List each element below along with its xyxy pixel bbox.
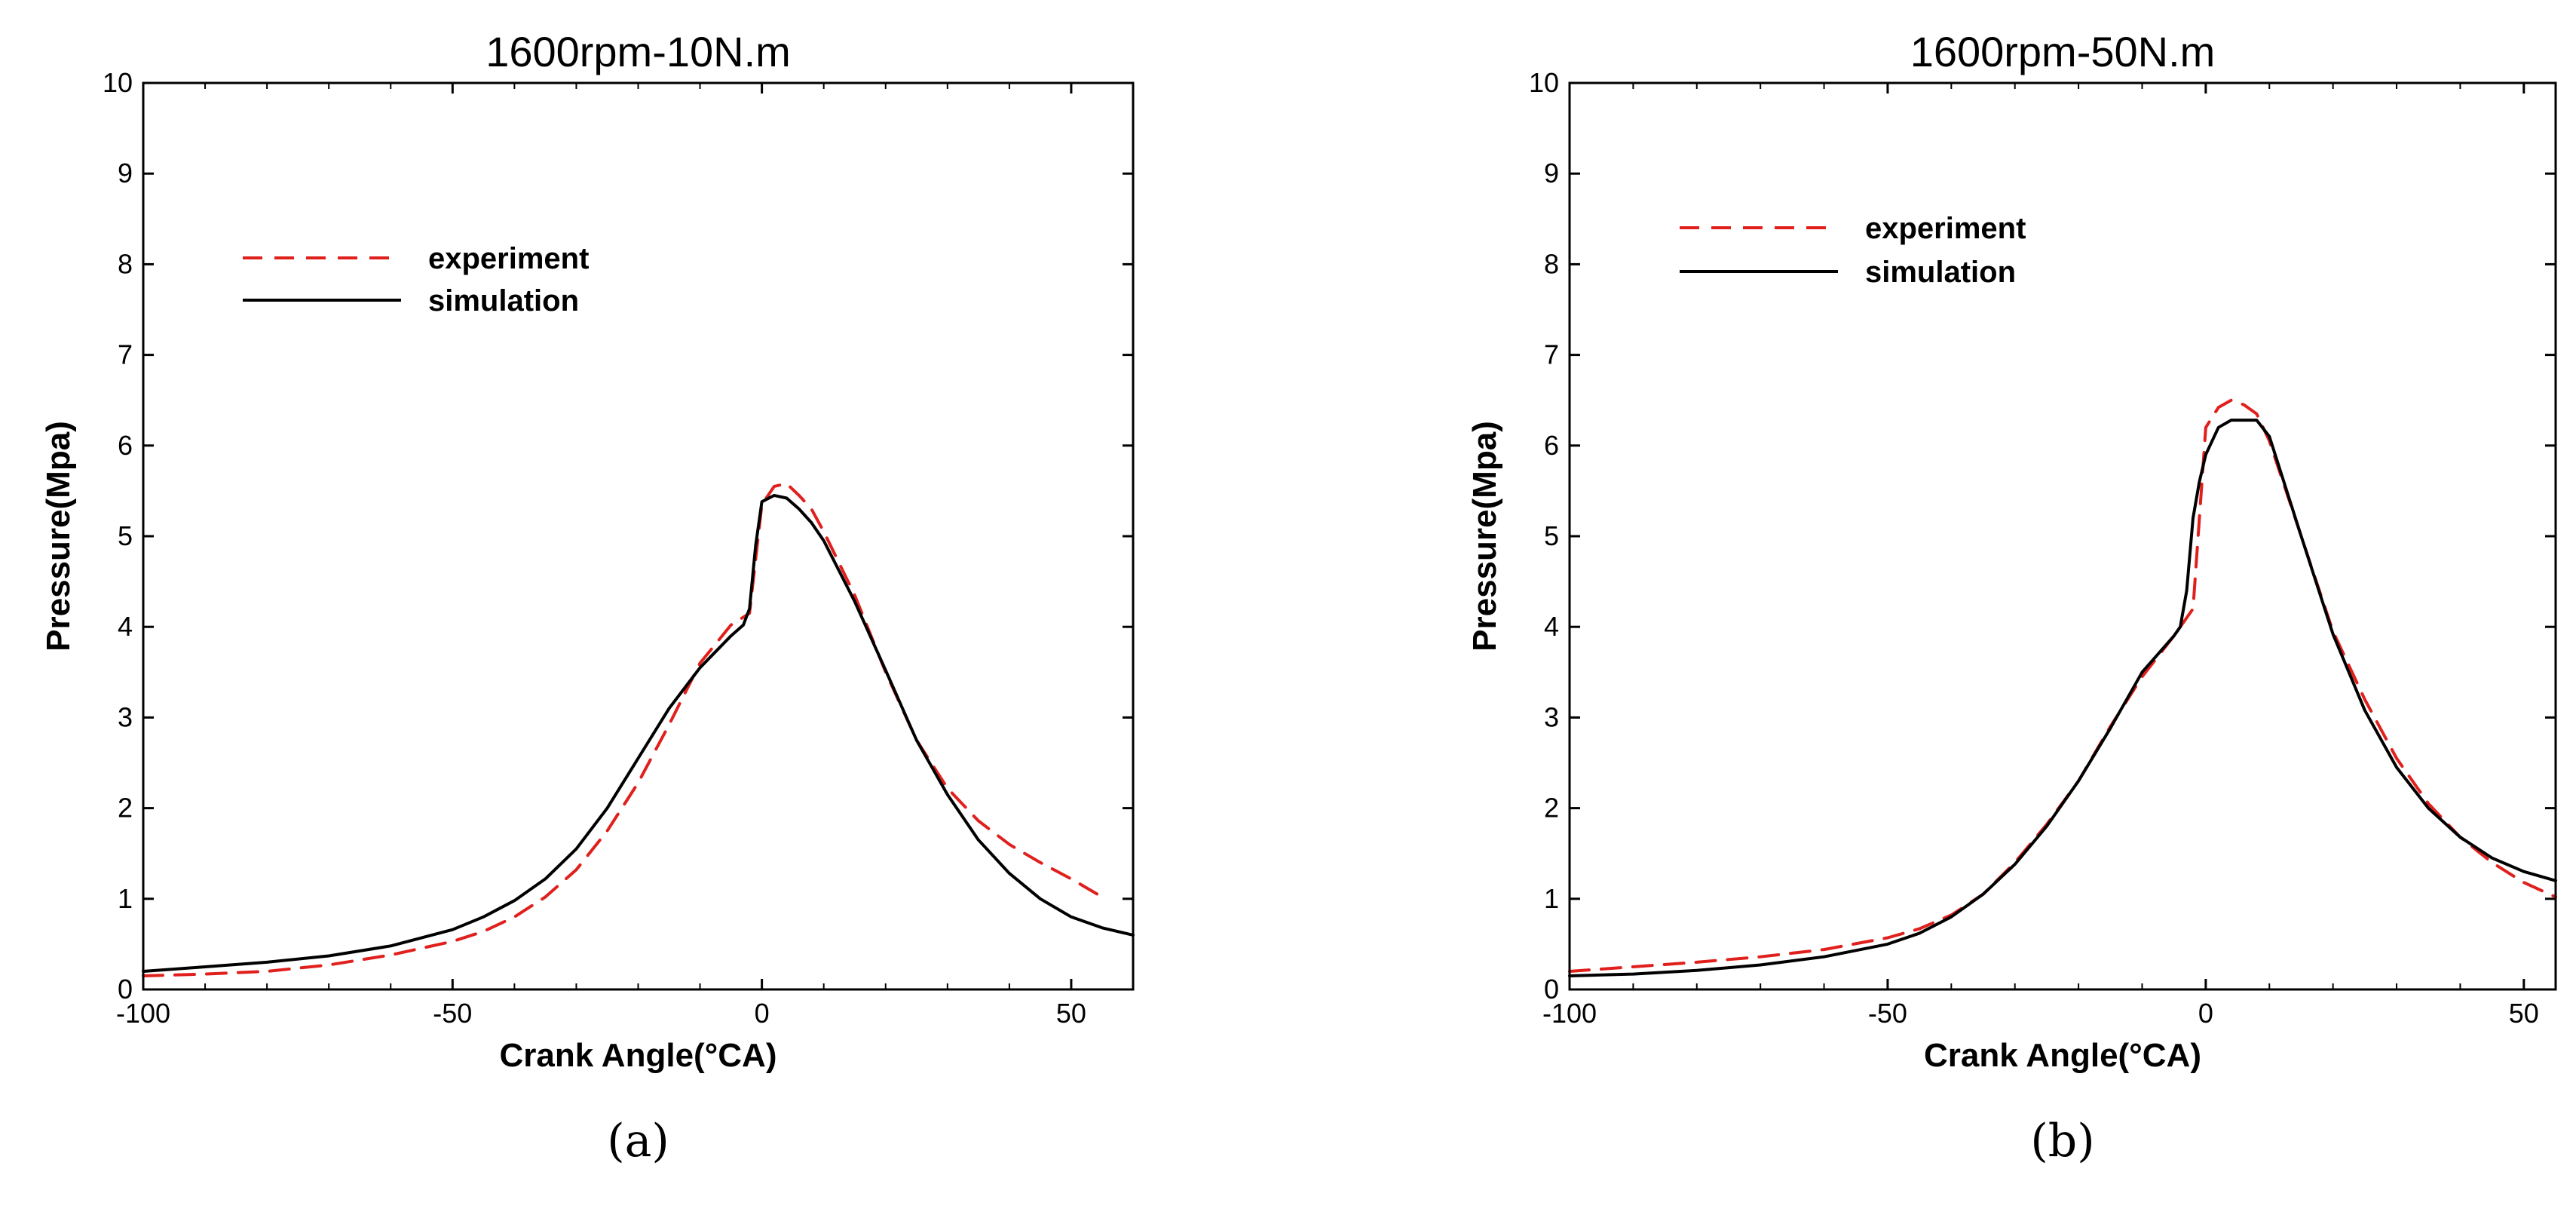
- legend-label-simulation-b: simulation: [1865, 256, 2016, 289]
- y-tick-label: 9: [118, 158, 133, 189]
- legend-label-experiment-b: experiment: [1865, 212, 2026, 245]
- caption-a: (a): [607, 1115, 669, 1167]
- y-tick-label: 9: [1544, 158, 1559, 189]
- y-tick-label: 5: [1544, 520, 1559, 551]
- y-tick-label: 4: [1544, 611, 1559, 642]
- x-tick-label: -100: [1542, 998, 1597, 1029]
- y-tick-label: 1: [1544, 883, 1559, 914]
- legend-label-simulation-a: simulation: [428, 284, 579, 317]
- series-layer-a: [142, 482, 1135, 977]
- y-axis-label-a: Pressure(Mpa): [40, 421, 77, 652]
- series-line-experiment: [142, 482, 1104, 977]
- legend-a: experiment simulation: [243, 242, 589, 317]
- y-tick-label: 10: [1529, 67, 1559, 98]
- panel-a: 1600rpm-10N.m 0 1 2 3 4 5 6 7 8 9 10 -100 -50 0 50 exp…: [40, 28, 1135, 1167]
- y-tick-label: 3: [118, 701, 133, 732]
- y-tick-label: 7: [118, 339, 133, 370]
- y-tick-label: 2: [1544, 793, 1559, 824]
- legend-b: experiment simulation: [1680, 212, 2026, 289]
- series-line-simulation: [1568, 419, 2557, 977]
- series-line-experiment: [1568, 398, 2557, 973]
- y-tick-label: 2: [118, 793, 133, 824]
- axis-ticks-a: 0 1 2 3 4 5 6 7 8 9 10 -100 -50 0 50: [103, 67, 1134, 1029]
- x-tick-label: 0: [2198, 998, 2213, 1029]
- x-tick-label: -50: [433, 998, 472, 1029]
- y-tick-label: 6: [118, 430, 133, 461]
- plot-frame-b: [1568, 81, 2557, 991]
- y-tick-label: 5: [118, 520, 133, 551]
- y-tick-label: 8: [1544, 248, 1559, 279]
- caption-b: (b): [2030, 1115, 2094, 1167]
- y-tick-label: 6: [1544, 430, 1559, 461]
- x-axis-label-a: Crank Angle(°CA): [500, 1037, 777, 1074]
- plot-frame-a: [142, 81, 1135, 991]
- y-tick-label: 8: [118, 248, 133, 279]
- x-axis-label-b: Crank Angle(°CA): [1924, 1037, 2201, 1074]
- legend-label-experiment-a: experiment: [428, 242, 589, 275]
- y-tick-label: 4: [118, 611, 133, 642]
- x-tick-label: -50: [1868, 998, 1907, 1029]
- axis-ticks-b: 0 1 2 3 4 5 6 7 8 9 10 -100 -50 0 50: [1529, 67, 2556, 1029]
- x-tick-label: 0: [755, 998, 770, 1029]
- y-tick-label: 0: [118, 974, 133, 1005]
- x-tick-label: 50: [1056, 998, 1086, 1029]
- x-tick-label: -100: [116, 998, 170, 1029]
- chart-title-b: 1600rpm-50N.m: [1910, 28, 2216, 75]
- y-tick-label: 3: [1544, 701, 1559, 732]
- series-layer-b: [1568, 398, 2557, 977]
- y-tick-label: 10: [103, 67, 133, 98]
- y-tick-label: 7: [1544, 339, 1559, 370]
- y-axis-label-b: Pressure(Mpa): [1466, 421, 1503, 652]
- x-tick-label: 50: [2509, 998, 2539, 1029]
- chart-title-a: 1600rpm-10N.m: [485, 28, 791, 75]
- panel-b: 1600rpm-50N.m 0 1 2 3 4 5 6 7 8 9 10 -100 -50 0 50 exp…: [1466, 28, 2557, 1167]
- y-tick-label: 1: [118, 883, 133, 914]
- y-tick-label: 0: [1544, 974, 1559, 1005]
- series-line-simulation: [142, 493, 1135, 973]
